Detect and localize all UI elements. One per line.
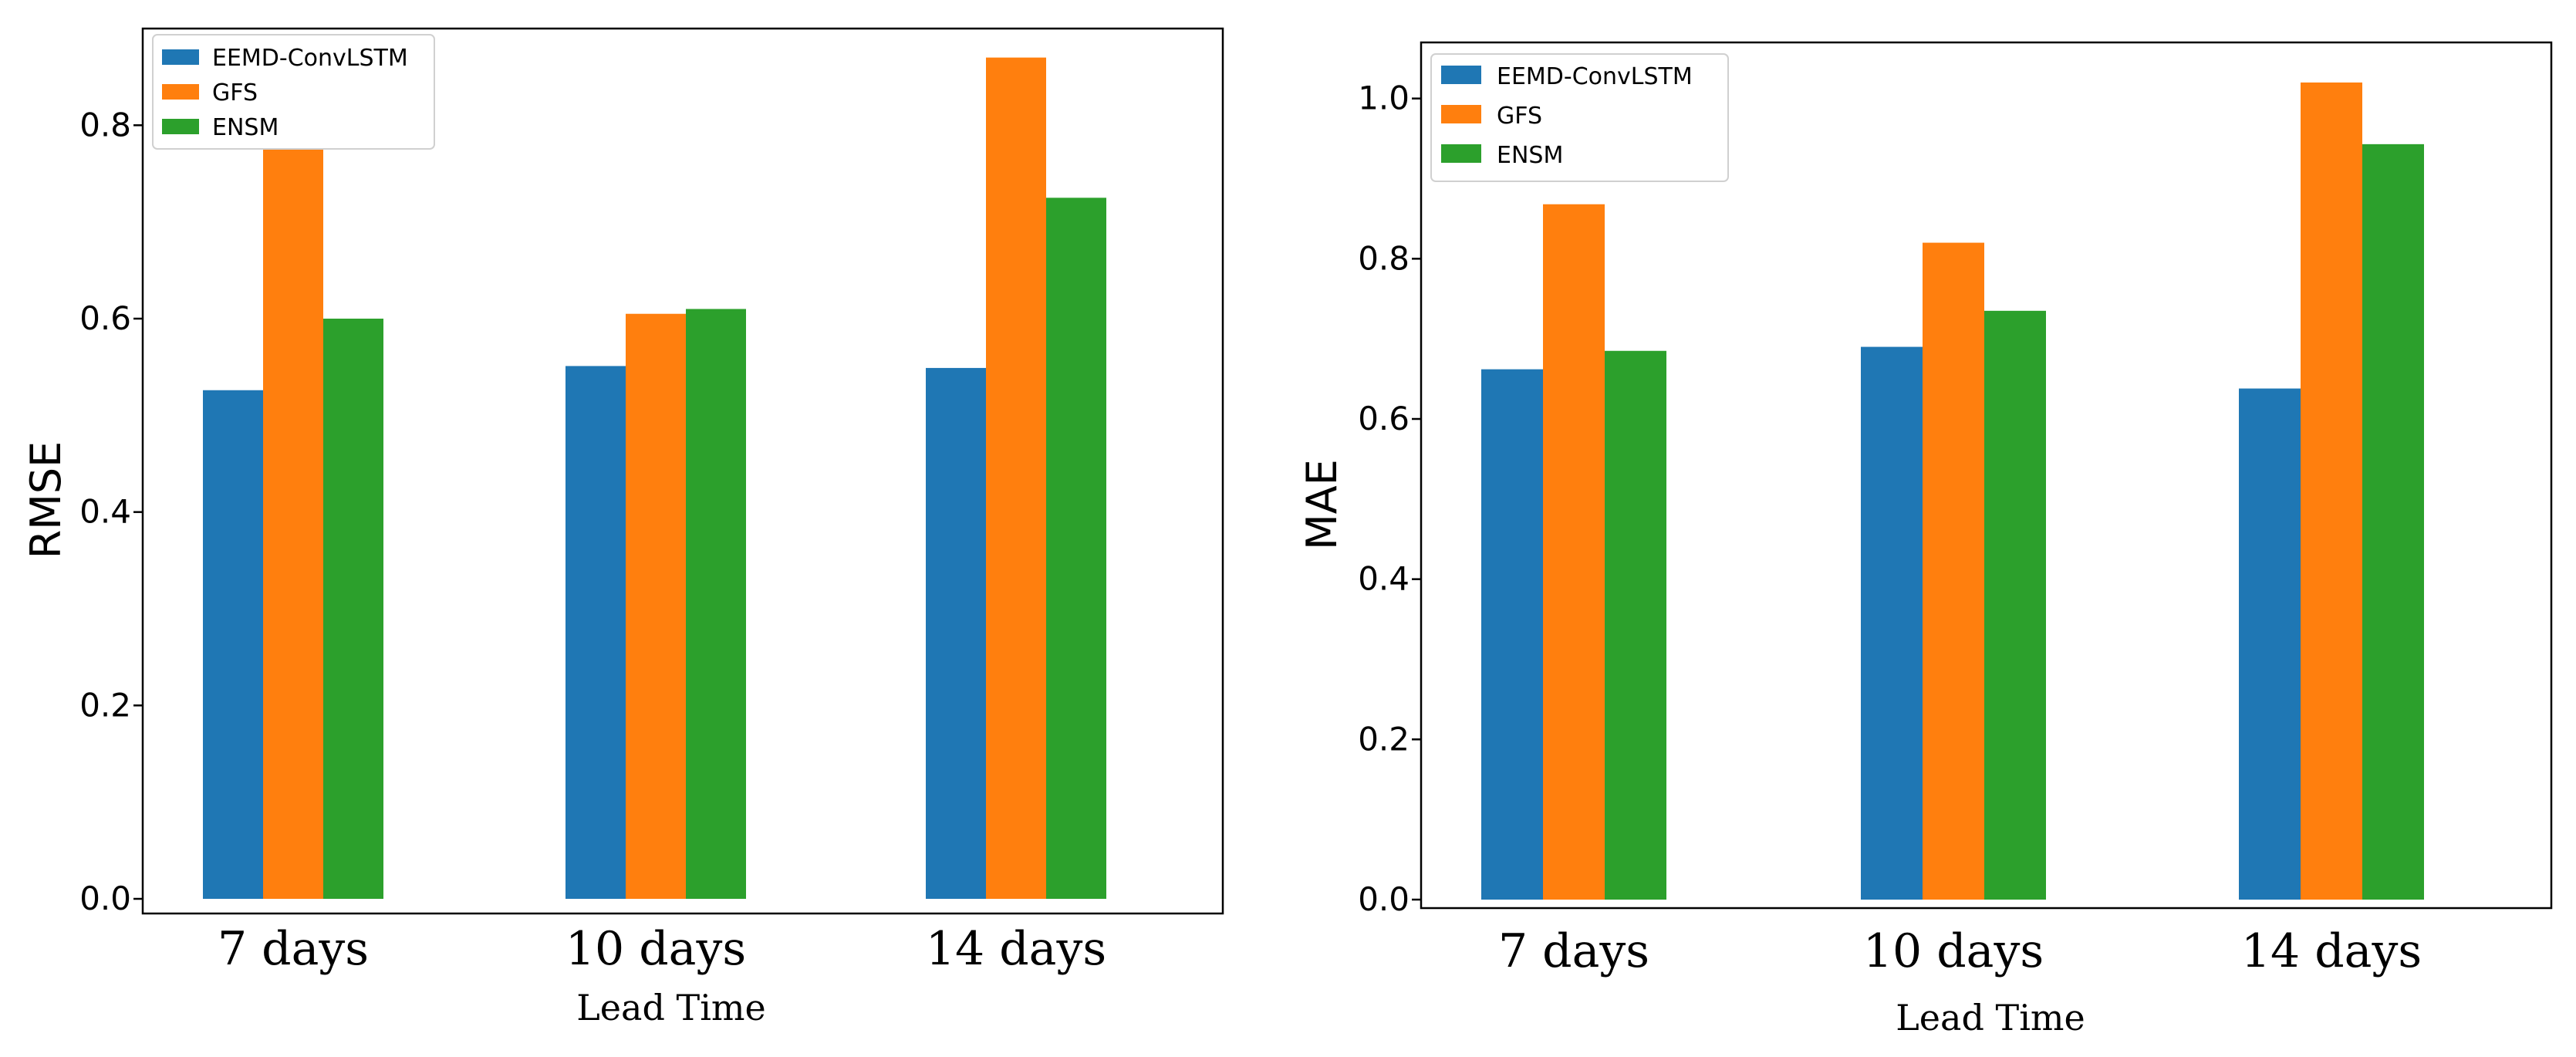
mae-bar-gfs-14-days <box>2301 82 2362 900</box>
rmse-x-axis-label: Lead Time <box>576 987 766 1028</box>
rmse-x-category-label-14-days: 14 days <box>926 922 1106 976</box>
rmse-bar-eemd-convlstm-7-days <box>203 390 263 899</box>
mae-bar-eemd-convlstm-7-days <box>1481 369 1543 900</box>
rmse-y-ticks: 0.0 0.2 0.4 0.6 0.8 <box>79 106 143 917</box>
rmse-legend-box <box>152 34 435 150</box>
rmse-chart: RMSE Lead Time 0.0 0.2 0.4 0.6 0.8 7 days 10 … <box>22 27 1224 1028</box>
rmse-bar-gfs-14-days <box>986 57 1046 900</box>
rmse-x-category-label-10-days: 10 days <box>566 922 746 976</box>
mae-legend-swatch-eemd-convlstm <box>1441 66 1481 84</box>
mae-bars <box>1481 82 2424 900</box>
mae-y-ticks: 0.0 0.2 0.4 0.6 0.8 1.0 <box>1358 79 1421 918</box>
mae-y-tick-label: 0.6 <box>1358 400 1410 437</box>
mae-legend-entry-eemd-convlstm: EEMD-ConvLSTM <box>1441 63 1693 90</box>
rmse-y-axis-label: RMSE <box>22 441 70 559</box>
mae-bar-ensm-14-days <box>2362 144 2424 900</box>
mae-x-category-label-14-days: 14 days <box>2241 924 2422 978</box>
rmse-bar-gfs-10-days <box>626 313 686 899</box>
mae-plot-frame <box>1420 41 2553 910</box>
rmse-y-tick-label: 0.8 <box>79 106 131 144</box>
mae-legend-label-ensm: ENSM <box>1497 142 1563 169</box>
mae-y-tick-label: 0.2 <box>1358 720 1410 758</box>
rmse-bar-eemd-convlstm-10-days <box>566 366 626 899</box>
rmse-y-tick-label: 0.4 <box>79 493 131 531</box>
rmse-legend-entry-eemd-convlstm: EEMD-ConvLSTM <box>162 45 408 72</box>
rmse-bar-ensm-14-days <box>1046 198 1106 899</box>
rmse-legend-label-gfs: GFS <box>212 79 258 106</box>
rmse-legend-entry-gfs: GFS <box>162 79 258 106</box>
mae-bar-gfs-7-days <box>1543 204 1605 900</box>
rmse-plot-frame <box>141 27 1224 915</box>
rmse-bar-ensm-10-days <box>686 309 746 899</box>
rmse-bar-gfs-7-days <box>263 149 323 899</box>
rmse-legend: EEMD-ConvLSTM GFS ENSM <box>152 34 435 150</box>
rmse-bar-ensm-7-days <box>323 319 383 899</box>
mae-x-axis-label: Lead Time <box>1896 997 2085 1038</box>
mae-bar-gfs-10-days <box>1923 242 1984 900</box>
mae-legend-label-eemd-convlstm: EEMD-ConvLSTM <box>1497 63 1693 90</box>
rmse-legend-swatch-ensm <box>162 119 199 134</box>
rmse-y-tick-label: 0.6 <box>79 299 131 337</box>
rmse-legend-swatch-eemd-convlstm <box>162 49 199 65</box>
mae-y-tick-label: 1.0 <box>1358 79 1410 117</box>
mae-x-category-label-7-days: 7 days <box>1498 924 1649 978</box>
mae-legend-swatch-ensm <box>1441 144 1481 163</box>
mae-legend-entry-gfs: GFS <box>1441 103 1542 130</box>
rmse-category-labels: 7 days 10 days 14 days <box>218 922 1106 976</box>
mae-y-axis-label: MAE <box>1298 459 1346 550</box>
mae-legend-label-gfs: GFS <box>1497 103 1542 130</box>
mae-category-labels: 7 days 10 days 14 days <box>1498 924 2422 978</box>
mae-bar-ensm-10-days <box>1984 310 2046 900</box>
rmse-legend-entry-ensm: ENSM <box>162 114 279 141</box>
rmse-legend-label-ensm: ENSM <box>212 114 279 141</box>
mae-legend-entry-ensm: ENSM <box>1441 142 1563 169</box>
rmse-y-tick-label: 0.0 <box>79 880 131 917</box>
rmse-y-tick-label: 0.2 <box>79 686 131 724</box>
mae-y-tick-label: 0.0 <box>1358 880 1410 918</box>
mae-bar-eemd-convlstm-14-days <box>2239 388 2301 900</box>
mae-legend-box <box>1430 53 1729 182</box>
mae-legend: EEMD-ConvLSTM GFS ENSM <box>1430 53 1729 182</box>
rmse-bar-eemd-convlstm-14-days <box>926 367 986 899</box>
mae-chart: MAE Lead Time 0.0 0.2 0.4 0.6 0.8 1.0 7 days 1… <box>1298 41 2553 1038</box>
rmse-x-category-label-7-days: 7 days <box>218 922 369 976</box>
mae-y-tick-label: 0.4 <box>1358 560 1410 598</box>
mae-bar-eemd-convlstm-10-days <box>1861 346 1923 900</box>
mae-bar-ensm-7-days <box>1605 350 1666 900</box>
rmse-legend-swatch-gfs <box>162 84 199 100</box>
mae-y-tick-label: 0.8 <box>1358 239 1410 277</box>
mae-legend-swatch-gfs <box>1441 105 1481 123</box>
mae-x-category-label-10-days: 10 days <box>1863 924 2044 978</box>
rmse-legend-label-eemd-convlstm: EEMD-ConvLSTM <box>212 45 408 72</box>
rmse-bars <box>203 57 1106 900</box>
